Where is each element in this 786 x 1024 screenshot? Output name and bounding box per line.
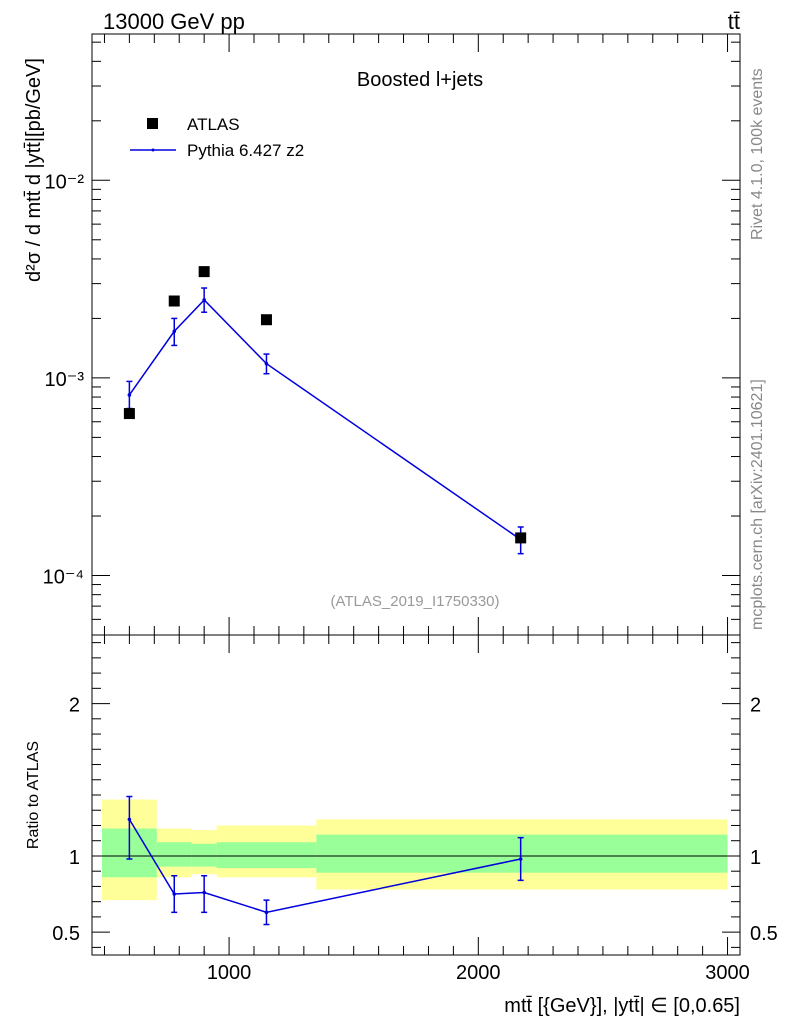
- pythia-point: [264, 361, 269, 366]
- ratio-y-tick-label-right: 0.5: [750, 923, 778, 945]
- pythia-point: [127, 393, 132, 397]
- main-panel: 10⁻⁴ 10⁻³ 10⁻² Boosted l+jets (ATLAS_2019_…: [23, 33, 741, 636]
- ratio-point: [127, 817, 132, 822]
- ratio-y-tick-label-left: 0.5: [52, 923, 80, 945]
- pythia-line: [128, 298, 522, 541]
- ratio-axis-ticks: 0.5 0.5 1 1 2 2 1000 2000 3000: [52, 635, 778, 984]
- ratio-uncertainty-bands: [101, 799, 728, 901]
- mcplots-source-label: mcplots.cern.ch [arXiv:2401.10621]: [749, 379, 766, 630]
- x-axis-label: mtt̄ [{GeV}], |ytt̄| ∈ [0,0.65]: [504, 995, 740, 1017]
- main-y-tick-label: 10⁻⁴: [43, 567, 84, 589]
- ratio-y-tick-label-right: 1: [750, 847, 761, 869]
- ratio-band-green: [216, 842, 317, 869]
- analysis-id-label: (ATLAS_2019_I1750330): [330, 593, 499, 610]
- legend: ATLAS Pythia 6.427 z2: [130, 115, 304, 160]
- atlas-point: [198, 266, 210, 278]
- atlas-point: [123, 408, 135, 420]
- pythia-point: [172, 329, 177, 334]
- ratio-point: [172, 892, 177, 896]
- atlas-point: [260, 314, 272, 326]
- main-chart-title: Boosted l+jets: [357, 69, 483, 91]
- atlas-point: [515, 532, 527, 544]
- ratio-y-axis-label: Ratio to ATLAS: [25, 741, 42, 849]
- main-data-layer: [123, 266, 527, 555]
- ratio-y-tick-label-left: 2: [69, 695, 80, 717]
- legend-marker-atlas: [147, 118, 158, 129]
- ratio-y-tick-label-right: 2: [750, 695, 761, 717]
- pythia-point: [202, 298, 206, 302]
- ratio-data-layer: [92, 795, 740, 926]
- ratio-point: [518, 857, 523, 861]
- ratio-band-green: [156, 842, 192, 867]
- atlas-point: [168, 295, 180, 307]
- x-tick-label: 2000: [456, 962, 501, 984]
- main-axis-ticks: 10⁻⁴ 10⁻³ 10⁻²: [43, 34, 740, 636]
- main-y-tick-label: 10⁻³: [45, 369, 85, 391]
- legend-label-pythia: Pythia 6.427 z2: [187, 141, 304, 160]
- ratio-band-green: [191, 843, 217, 867]
- x-tick-label: 1000: [207, 962, 252, 984]
- legend-dot-pythia: [151, 148, 155, 152]
- header-energy-label: 13000 GeV pp: [103, 9, 245, 34]
- ratio-point: [202, 890, 206, 895]
- ratio-y-tick-label-left: 1: [69, 847, 80, 869]
- main-y-tick-label: 10⁻²: [45, 171, 85, 193]
- ratio-band-green: [316, 834, 728, 873]
- x-tick-label: 3000: [705, 962, 750, 984]
- ratio-panel-frame: [91, 634, 741, 956]
- ratio-panel: 0.5 0.5 1 1 2 2 1000 2000 3000 Ratio to ATLAS mt…: [25, 634, 778, 1017]
- header-process-label: tt̄: [728, 9, 740, 34]
- ratio-point: [264, 910, 269, 915]
- main-y-axis-label: d²σ / d mtt̄ d |ytt̄|[pb/GeV]: [23, 58, 45, 282]
- rivet-version-label: Rivet 4.1.0, 100k events: [749, 68, 766, 240]
- legend-label-atlas: ATLAS: [187, 115, 240, 134]
